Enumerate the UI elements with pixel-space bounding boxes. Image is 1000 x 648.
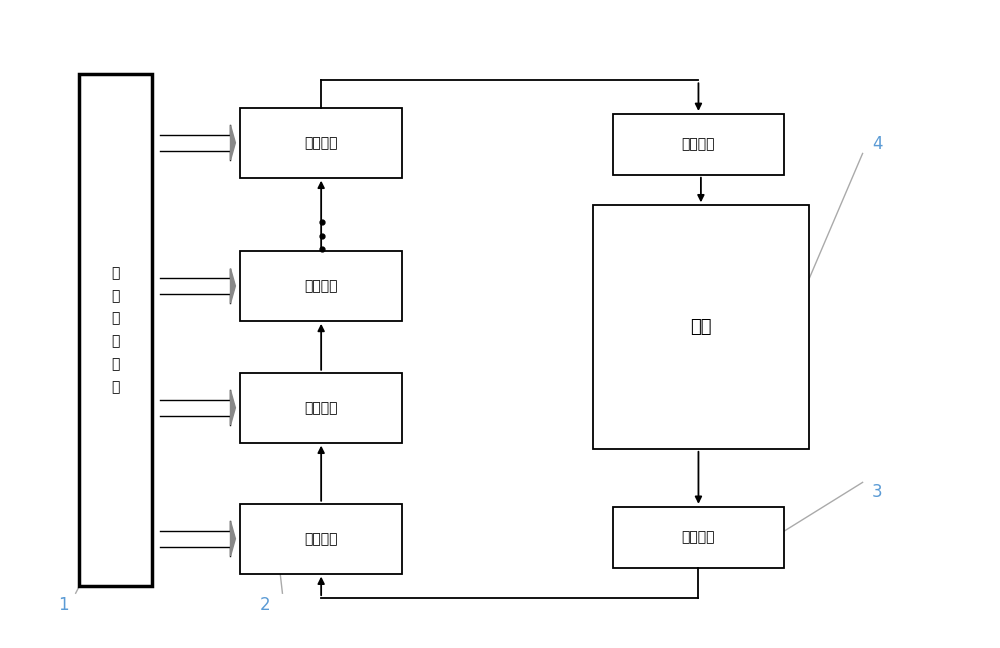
- Text: 隔离装置: 隔离装置: [682, 137, 715, 152]
- Text: 4: 4: [872, 135, 883, 154]
- Polygon shape: [230, 390, 235, 425]
- Bar: [613, 114, 784, 175]
- Text: 控制模块: 控制模块: [304, 400, 338, 415]
- Text: 2: 2: [259, 596, 270, 614]
- Text: 隔离装置: 隔离装置: [682, 530, 715, 544]
- Text: 串
联
供
电
装
置: 串 联 供 电 装 置: [111, 266, 120, 394]
- Text: 主控: 主控: [690, 318, 712, 336]
- Bar: [593, 205, 809, 449]
- Bar: [240, 373, 402, 443]
- Bar: [240, 251, 402, 321]
- Polygon shape: [230, 521, 235, 556]
- Text: 1: 1: [59, 596, 69, 614]
- Bar: [79, 75, 152, 586]
- Bar: [613, 507, 784, 568]
- Bar: [240, 108, 402, 178]
- Polygon shape: [230, 268, 235, 303]
- Text: 控制模块: 控制模块: [304, 279, 338, 293]
- Polygon shape: [230, 125, 235, 160]
- Text: 3: 3: [872, 483, 883, 500]
- Text: 控制模块: 控制模块: [304, 136, 338, 150]
- Text: 控制模块: 控制模块: [304, 532, 338, 546]
- Bar: [240, 503, 402, 573]
